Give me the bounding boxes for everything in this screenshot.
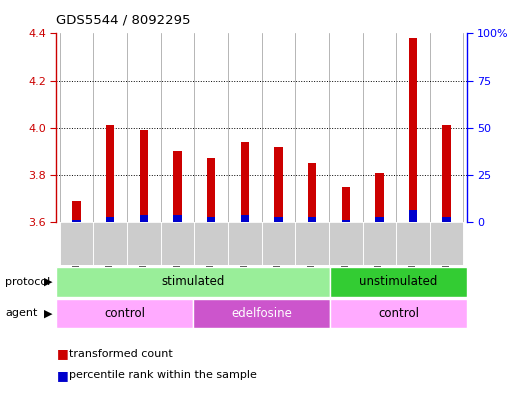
Text: edelfosine: edelfosine [231, 307, 292, 320]
Bar [193, 299, 330, 328]
Bar [140, 215, 148, 222]
Bar [127, 222, 161, 265]
Bar [56, 267, 330, 297]
Text: GDS5544 / 8092295: GDS5544 / 8092295 [56, 14, 191, 27]
Bar [161, 222, 194, 265]
Bar [106, 125, 114, 222]
Bar [106, 217, 114, 222]
Bar [330, 267, 467, 297]
Bar [274, 217, 283, 222]
Bar [274, 147, 283, 222]
Text: unstimulated: unstimulated [359, 275, 438, 288]
Text: protocol: protocol [5, 277, 50, 287]
Bar [56, 299, 193, 328]
Bar [72, 201, 81, 222]
Text: transformed count: transformed count [69, 349, 173, 359]
Bar [363, 222, 396, 265]
Bar [207, 158, 215, 222]
Bar [342, 187, 350, 222]
Bar [207, 217, 215, 222]
Text: percentile rank within the sample: percentile rank within the sample [69, 370, 257, 380]
Text: agent: agent [5, 309, 37, 318]
Bar [308, 217, 317, 222]
Text: ▶: ▶ [44, 309, 52, 318]
Bar [194, 222, 228, 265]
Bar [330, 299, 467, 328]
Bar [409, 38, 417, 222]
Bar [173, 151, 182, 222]
Bar [93, 222, 127, 265]
Text: ■: ■ [56, 347, 68, 360]
Bar [308, 163, 317, 222]
Bar [72, 220, 81, 222]
Text: ■: ■ [56, 369, 68, 382]
Bar [442, 217, 451, 222]
Bar [396, 222, 430, 265]
Text: stimulated: stimulated [162, 275, 225, 288]
Bar [375, 173, 384, 222]
Bar [140, 130, 148, 222]
Bar [241, 142, 249, 222]
Bar [295, 222, 329, 265]
Text: control: control [378, 307, 419, 320]
Bar [173, 215, 182, 222]
Bar [60, 222, 93, 265]
Bar [329, 222, 363, 265]
Bar [262, 222, 295, 265]
Bar [375, 217, 384, 222]
Bar [342, 220, 350, 222]
Bar [228, 222, 262, 265]
Bar [430, 222, 463, 265]
Bar [241, 215, 249, 222]
Bar [409, 210, 417, 222]
Bar [442, 125, 451, 222]
Text: ▶: ▶ [44, 277, 52, 287]
Text: control: control [104, 307, 145, 320]
